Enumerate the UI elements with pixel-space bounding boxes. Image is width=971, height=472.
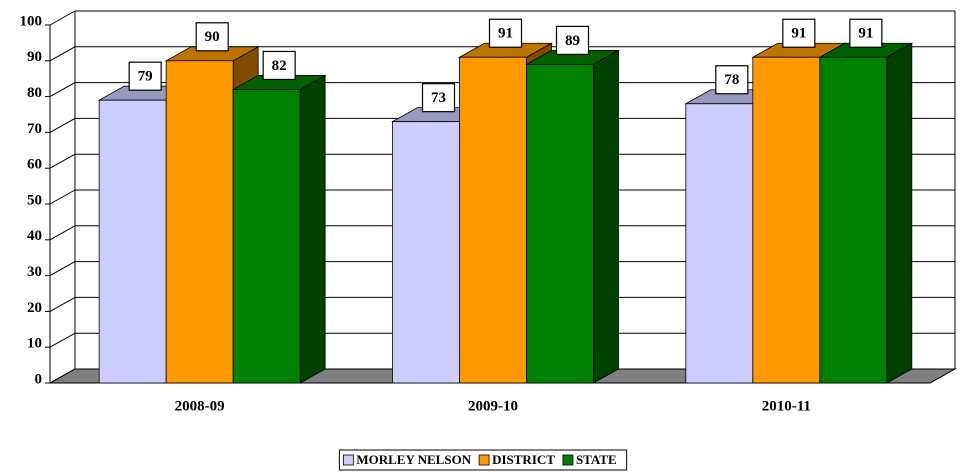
y-tick-label: 10 bbox=[27, 336, 42, 352]
bar-front bbox=[459, 56, 527, 384]
bar bbox=[524, 49, 621, 384]
bar-side bbox=[593, 49, 619, 384]
y-tick-label: 30 bbox=[27, 264, 42, 280]
value-label: 73 bbox=[431, 90, 446, 106]
value-label: 78 bbox=[724, 72, 739, 88]
y-tick-label: 80 bbox=[27, 85, 42, 101]
value-label-box bbox=[195, 22, 229, 52]
value-label: 91 bbox=[498, 26, 513, 42]
grid-line-side bbox=[49, 332, 76, 348]
bar bbox=[818, 42, 914, 384]
legend-label: DISTRICT bbox=[492, 452, 555, 467]
bar-front bbox=[685, 103, 754, 384]
grid-line-side bbox=[49, 189, 76, 205]
bar-front bbox=[98, 99, 167, 384]
grid-line-side bbox=[49, 46, 76, 62]
y-tick-label: 40 bbox=[27, 228, 42, 244]
legend-box bbox=[338, 449, 628, 471]
value-label: 79 bbox=[138, 69, 153, 85]
bar-front bbox=[392, 121, 460, 384]
grid-line-side bbox=[49, 368, 76, 384]
value-label-box bbox=[715, 65, 749, 95]
grid-line-side bbox=[49, 82, 76, 98]
value-label-box bbox=[262, 50, 296, 81]
legend-swatch bbox=[342, 454, 354, 466]
bar-front bbox=[526, 63, 594, 384]
y-tick-label: 70 bbox=[27, 121, 42, 137]
bar-side bbox=[886, 42, 913, 384]
x-tick-label: 2008-09 bbox=[175, 398, 225, 414]
value-label: 91 bbox=[791, 26, 806, 42]
value-label-box bbox=[421, 83, 456, 113]
legend-swatch bbox=[562, 454, 574, 466]
value-label-box bbox=[555, 25, 590, 55]
value-label-box bbox=[488, 18, 523, 48]
bar-side bbox=[299, 74, 326, 384]
value-label: 82 bbox=[272, 58, 287, 74]
y-tick-label: 60 bbox=[27, 157, 42, 173]
bar-front bbox=[232, 89, 301, 384]
value-label: 90 bbox=[205, 29, 220, 45]
plot bbox=[97, 42, 914, 384]
y-tick-label: 100 bbox=[20, 13, 43, 29]
value-label: 91 bbox=[858, 26, 873, 42]
y-tick-label: 90 bbox=[27, 49, 42, 65]
grid-line-side bbox=[49, 225, 76, 241]
grid-line-side bbox=[49, 261, 76, 277]
bar-front bbox=[752, 56, 821, 384]
y-tick-label: 50 bbox=[27, 192, 42, 208]
legend: MORLEY NELSON DISTRICT STATE bbox=[338, 449, 628, 471]
legend-label: STATE bbox=[576, 452, 617, 467]
y-tick-label: 0 bbox=[35, 371, 43, 387]
x-tick-label: 2009-10 bbox=[468, 398, 518, 414]
grid-line-side bbox=[49, 296, 76, 312]
value-label-box bbox=[128, 61, 162, 91]
y-tick-label: 20 bbox=[27, 300, 42, 316]
legend-swatch bbox=[478, 454, 490, 466]
bar bbox=[231, 74, 327, 384]
bar-front bbox=[819, 56, 888, 384]
legend-label: MORLEY NELSON bbox=[356, 452, 471, 467]
grid-line-side bbox=[49, 153, 76, 169]
value-label-box bbox=[849, 18, 883, 48]
bar-front bbox=[165, 60, 234, 384]
value-label: 89 bbox=[565, 33, 580, 49]
x-tick-label: 2010-11 bbox=[762, 398, 811, 414]
value-label-box bbox=[782, 18, 816, 48]
grid-line-side bbox=[49, 117, 76, 133]
grid-line-side bbox=[49, 10, 76, 26]
